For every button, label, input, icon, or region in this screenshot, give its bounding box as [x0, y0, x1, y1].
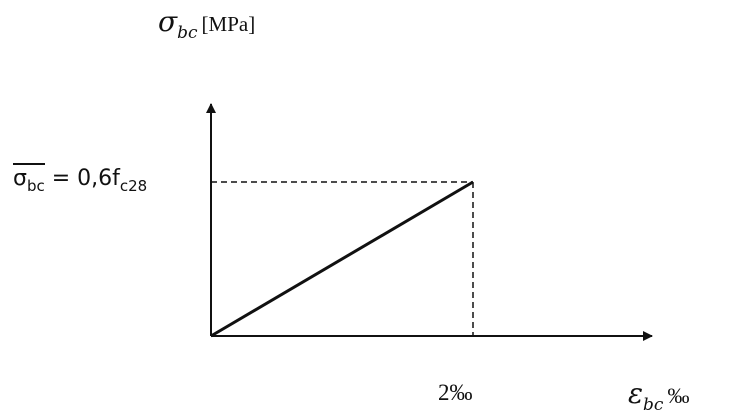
sigma-symbol: σ — [158, 5, 178, 38]
stress-f-subscript: c28 — [119, 177, 148, 195]
sigma-bar-symbol: σbc — [13, 163, 45, 194]
stress-equation: = 0,6f — [44, 166, 120, 191]
stress-level-label: σbc = 0,6fc28 — [13, 163, 147, 194]
stress-strain-line — [210, 180, 474, 338]
y-axis-label: σbc [MPa] — [158, 5, 256, 42]
sigma-subscript: bc — [177, 23, 198, 43]
stress-sigma-subscript: bc — [26, 177, 45, 195]
epsilon-subscript: bc — [643, 395, 664, 415]
x-axis-unit: ‰ — [667, 383, 690, 408]
strain-tick-label: 2‰ — [438, 380, 473, 405]
y-axis-unit: [MPa] — [201, 12, 256, 36]
epsilon-symbol: ε — [628, 377, 644, 410]
x-axis-label: εbc ‰ — [628, 377, 690, 414]
stress-sigma: σ — [13, 166, 27, 191]
